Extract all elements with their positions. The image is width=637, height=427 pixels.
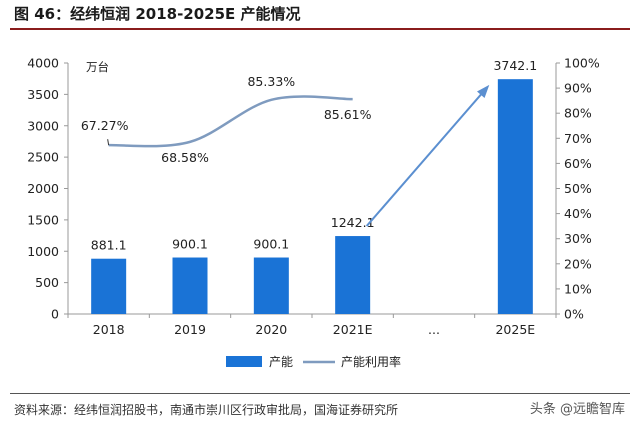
capacity-bar: [335, 236, 371, 314]
right-tick-label: 100%: [564, 56, 600, 71]
utilization-line: [108, 95, 353, 148]
right-tick-label: 30%: [564, 231, 592, 246]
left-tick-label: 3000: [27, 118, 59, 133]
left-tick-label: 4000: [27, 56, 59, 71]
right-tick-label: 70%: [564, 131, 592, 146]
left-tick-label: 500: [35, 275, 59, 290]
x-tick-label: 2018: [93, 322, 125, 337]
right-tick-label: 0%: [564, 307, 584, 322]
left-tick-label: 0: [51, 307, 59, 322]
capacity-bar: [253, 257, 289, 314]
growth-arrow: [365, 86, 489, 227]
capacity-bar-label: 900.1: [253, 237, 289, 252]
figure-title: 图 46：经纬恒润 2018-2025E 产能情况: [14, 5, 301, 23]
left-tick-label: 1000: [27, 244, 59, 259]
right-tick-label: 40%: [564, 206, 592, 221]
right-tick-label: 50%: [564, 181, 592, 196]
x-tick-label: 2020: [255, 322, 287, 337]
watermark: 头条 @远瞻智库: [529, 402, 625, 417]
capacity-bar-label: 881.1: [91, 238, 127, 253]
legend-line-label: 产能利用率: [341, 354, 401, 369]
capacity-bar: [172, 257, 208, 314]
right-tick-label: 90%: [564, 81, 592, 96]
capacity-bar-label: 900.1: [172, 237, 208, 252]
right-tick-label: 80%: [564, 106, 592, 121]
capacity-bar-label: 3742.1: [493, 58, 537, 73]
right-tick-label: 60%: [564, 156, 592, 171]
capacity-bar: [91, 258, 127, 314]
growth-arrow-head: [477, 84, 490, 99]
x-tick-label: ...: [428, 322, 440, 337]
utilization-label: 68.58%: [161, 150, 209, 165]
legend-bar-label: 产能: [269, 355, 293, 369]
title-rule: [10, 28, 630, 30]
source-note: 资料来源：经纬恒润招股书，南通市崇川区行政审批局，国海证券研究所: [14, 403, 399, 417]
right-tick-label: 10%: [564, 281, 592, 296]
right-tick-label: 20%: [564, 256, 592, 271]
left-tick-label: 2500: [27, 150, 59, 165]
left-tick-label: 3500: [27, 87, 59, 102]
utilization-start-mark: [107, 139, 110, 146]
x-tick-label: 2021E: [333, 322, 373, 337]
x-tick-label: 2025E: [495, 322, 535, 337]
utilization-label: 85.33%: [247, 74, 295, 89]
utilization-label: 85.61%: [324, 107, 372, 122]
utilization-label: 67.27%: [81, 118, 129, 133]
left-axis-unit: 万台: [86, 60, 109, 74]
source-rule: [10, 393, 630, 394]
capacity-bar: [497, 79, 533, 314]
capacity-bar-label: 1242.1: [331, 215, 375, 230]
legend-bar-swatch: [226, 356, 262, 367]
left-tick-label: 1500: [27, 212, 59, 227]
left-tick-label: 2000: [27, 181, 59, 196]
x-tick-label: 2019: [174, 322, 206, 337]
